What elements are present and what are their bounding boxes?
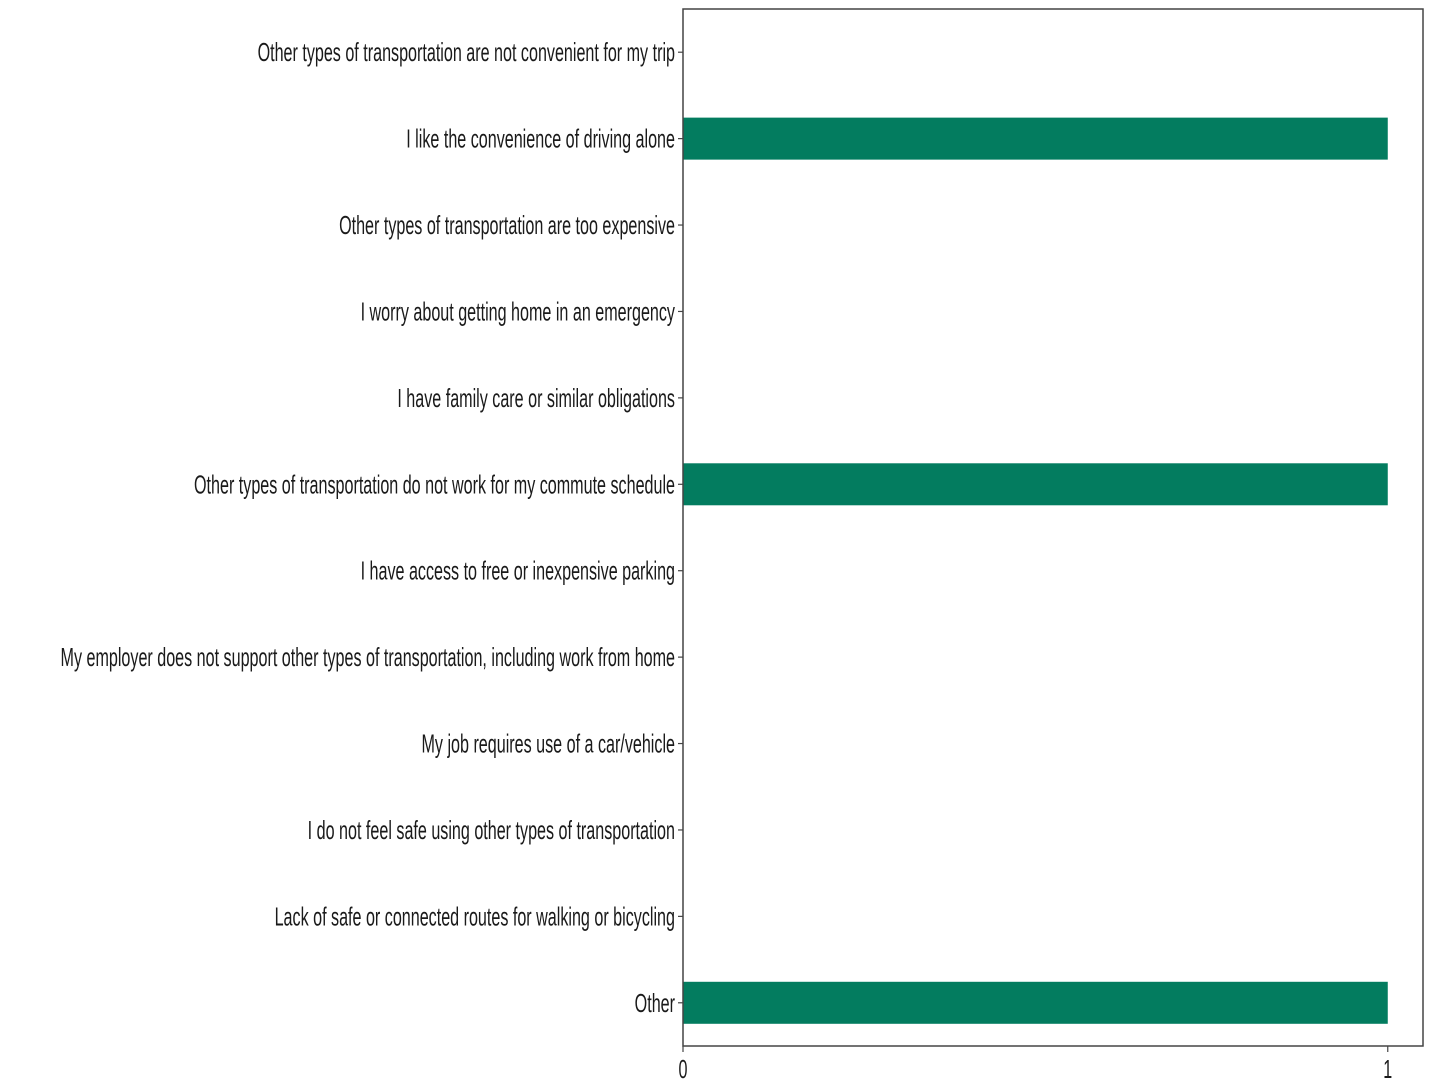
y-tick-label: I have access to free or inexpensive par… [361, 556, 675, 586]
y-tick-label: My job requires use of a car/vehicle [422, 729, 675, 759]
y-tick-label: I do not feel safe using other types of … [308, 815, 675, 845]
y-tick-label: I like the convenience of driving alone [406, 124, 675, 154]
bar [683, 981, 1388, 1024]
y-tick-label: I have family care or similar obligation… [397, 383, 675, 413]
bar [683, 117, 1388, 160]
y-tick-label: Other types of transportation are too ex… [339, 210, 675, 240]
bar [683, 463, 1388, 506]
y-tick-label: My employer does not support other types… [61, 642, 675, 672]
y-tick-label: Lack of safe or connected routes for wal… [275, 901, 675, 931]
x-tick-label: 1 [1383, 1054, 1392, 1084]
y-tick-label: Other [635, 988, 675, 1018]
x-tick-label: 0 [679, 1054, 688, 1084]
y-tick-label: Other types of transportation do not wor… [194, 469, 675, 499]
y-tick-label: Other types of transportation are not co… [258, 37, 675, 67]
y-tick-label: I worry about getting home in an emergen… [361, 296, 676, 326]
plot-frame [682, 8, 1424, 1047]
